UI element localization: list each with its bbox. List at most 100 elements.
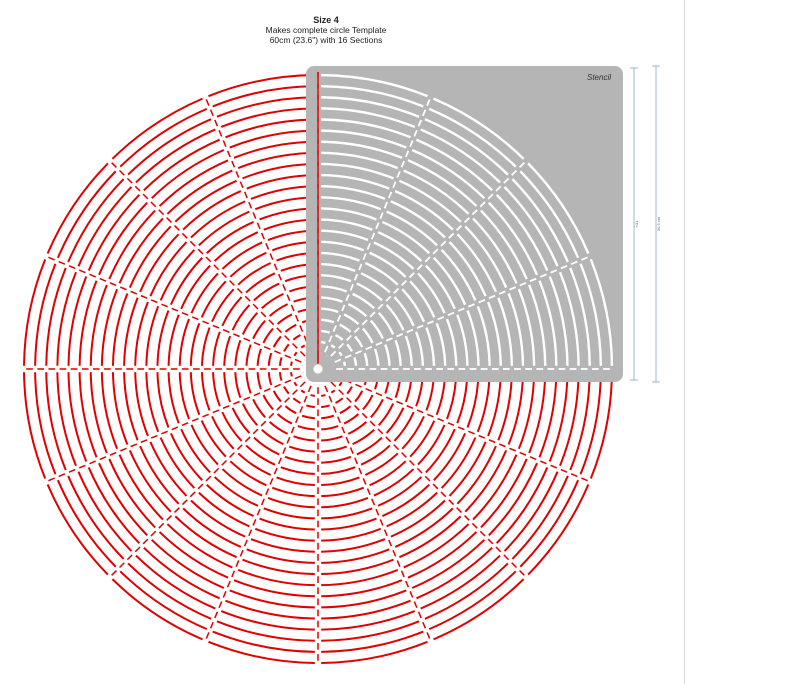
template-ring-arc [283, 343, 290, 352]
template-spoke-dash [205, 99, 210, 106]
template-ring-arc [276, 476, 315, 487]
stencil-ring-arc [321, 140, 403, 159]
template-spoke-dash [161, 303, 168, 308]
template-spoke-dash [274, 383, 281, 388]
template-spoke-dash [197, 248, 204, 255]
stencil-ring-arc [415, 331, 425, 366]
template-ring-arc [511, 475, 569, 560]
template-ring-arc [212, 630, 315, 653]
template-ring-arc [77, 471, 133, 552]
template-spoke-dash [174, 225, 180, 231]
template-ring-arc [190, 499, 246, 538]
template-spoke-dash [222, 405, 230, 410]
stencil-ring-arc [411, 148, 486, 200]
stencil-ring-arc [432, 97, 525, 160]
template-ring-arc [335, 397, 344, 404]
template-spoke-dash [142, 538, 149, 545]
template-ring-arc [78, 372, 98, 458]
template-spoke-dash [231, 160, 236, 168]
template-spoke-dash [269, 253, 274, 261]
stencil-ring-arc [343, 313, 360, 325]
template-ring-arc [143, 546, 220, 600]
template-spoke-dash [371, 498, 376, 506]
stencil-ring-arc [445, 318, 458, 366]
stencil-spoke-dash [345, 335, 352, 342]
template-spoke-dash [263, 388, 271, 392]
template-ring-arc [166, 169, 233, 215]
template-spoke-dash [509, 447, 516, 452]
template-spoke-dash [448, 499, 455, 506]
inner-dimension-label: ≈31 [634, 220, 639, 227]
template-ring-arc [300, 389, 306, 394]
stencil-ring-arc [321, 73, 428, 98]
template-spoke-dash [349, 447, 354, 454]
template-ring-arc [290, 361, 293, 366]
stencil-ring-arc [321, 274, 352, 283]
template-ring-arc [127, 562, 212, 620]
template-spoke-dash [212, 324, 220, 329]
template-ring-arc [123, 372, 139, 441]
template-ring-arc [538, 372, 558, 458]
stencil-ring-arc [321, 251, 360, 262]
stencil-spoke-dash [498, 290, 506, 295]
outer-dimension-label: 30.5 cm [656, 216, 661, 231]
stencil-ring-arc [321, 107, 416, 129]
template-ring-arc [67, 178, 125, 263]
template-ring-arc [278, 357, 283, 366]
template-ring-arc [223, 372, 232, 403]
template-ring-arc [321, 445, 348, 453]
stencil-ring-arc [321, 185, 386, 201]
stencil-ring-arc [321, 207, 377, 221]
dimension-markers: ≈31 30.5 cm [630, 65, 661, 383]
template-ring-arc [261, 292, 284, 310]
template-ring-arc [127, 118, 212, 176]
stencil-ring-arc [464, 225, 508, 289]
template-spoke-dash [369, 420, 376, 427]
stencil-ring-arc [579, 263, 603, 366]
template-ring-arc [306, 404, 315, 409]
stencil-spoke-dash [560, 265, 568, 270]
stencil-ring-arc [511, 178, 569, 263]
template-ring-arc [200, 372, 211, 411]
template-spoke-dash [140, 294, 148, 299]
template-ring-arc [89, 284, 108, 366]
template-spoke-dash [276, 404, 283, 411]
template-spoke-dash [299, 381, 306, 388]
template-spoke-dash [150, 299, 158, 304]
template-ring-arc [377, 476, 423, 507]
stencil-spoke-dash [519, 282, 527, 287]
template-spoke-dash [213, 264, 220, 271]
template-spoke-dash [205, 632, 210, 639]
template-ring-arc [135, 554, 216, 610]
template-ring-arc [517, 372, 536, 450]
template-ring-arc [360, 444, 391, 466]
stencil-ring-arc [321, 240, 365, 252]
template-ring-arc [189, 322, 201, 366]
stencil-ring-arc [347, 303, 368, 318]
template-ring-arc [189, 372, 201, 416]
template-spoke-dash [222, 140, 227, 147]
template-ring-arc [425, 428, 456, 474]
stencil-spoke-dash [456, 224, 463, 231]
template-spoke-dash [236, 444, 243, 451]
template-spoke-dash [424, 475, 431, 482]
template-ring-arc [245, 344, 252, 366]
stencil-ring-arc [528, 284, 547, 366]
stencil-spoke-dash [422, 109, 427, 117]
stencil-spoke-dash [432, 248, 439, 255]
template-spoke-dash [171, 426, 179, 431]
stencil-spoke-dash [463, 217, 470, 224]
template-spoke-dash [426, 413, 434, 418]
template-ring-arc [45, 267, 67, 366]
stencil-spoke-dash [409, 140, 414, 148]
template-ring-arc [347, 421, 367, 435]
stencil-ring-arc [354, 335, 364, 348]
template-ring-arc [250, 538, 315, 553]
stencil-spoke-dash [393, 287, 400, 294]
template-spoke-dash [222, 328, 230, 333]
stencil-ring-arc [404, 335, 413, 366]
template-spoke-dash [282, 447, 287, 454]
template-ring-arc [284, 323, 297, 333]
template-ring-arc [321, 497, 369, 509]
template-spoke-dash [375, 392, 383, 397]
